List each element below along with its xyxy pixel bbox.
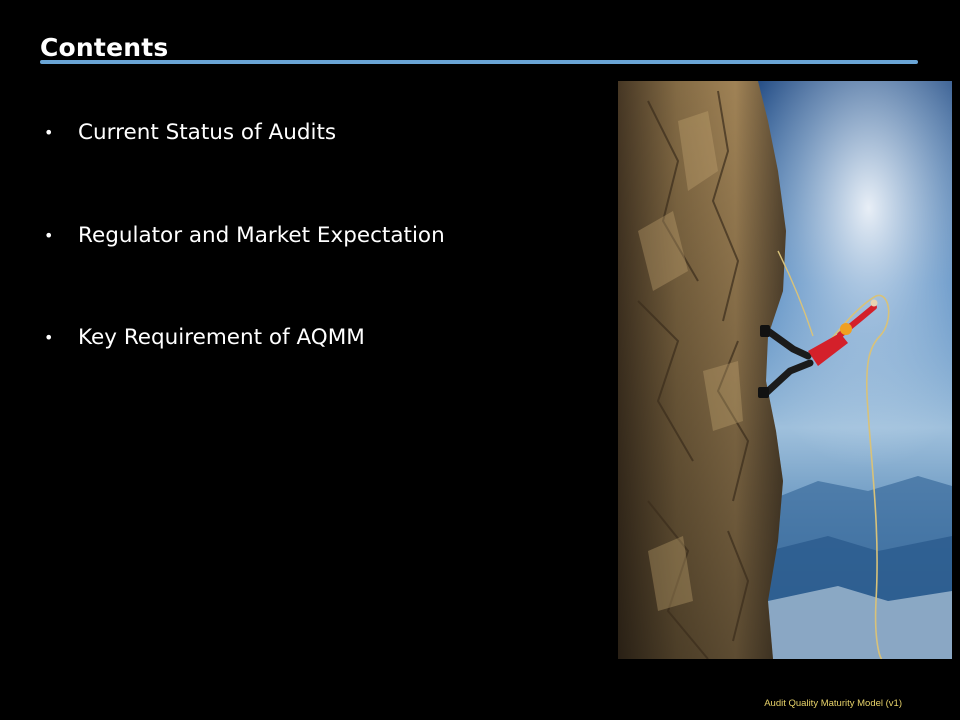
slide-title: Contents bbox=[40, 33, 169, 62]
bullet-marker: • bbox=[44, 328, 54, 347]
bullet-item: • Key Requirement of AQMM bbox=[44, 323, 365, 353]
bullet-text: Regulator and Market Expectation bbox=[78, 223, 445, 248]
climber-photo bbox=[618, 81, 952, 659]
bullet-text: Current Status of Audits bbox=[78, 120, 337, 145]
footer-text: Audit Quality Maturity Model (v1) bbox=[764, 698, 902, 709]
title-underline bbox=[40, 60, 918, 64]
bullet-marker: • bbox=[44, 226, 54, 245]
bullet-text: Key Requirement of AQMM bbox=[78, 325, 365, 350]
bullet-item: • Current Status of Audits bbox=[44, 118, 336, 148]
bullet-item: • Regulator and Market Expectation bbox=[44, 221, 445, 251]
bullet-marker: • bbox=[44, 123, 54, 142]
